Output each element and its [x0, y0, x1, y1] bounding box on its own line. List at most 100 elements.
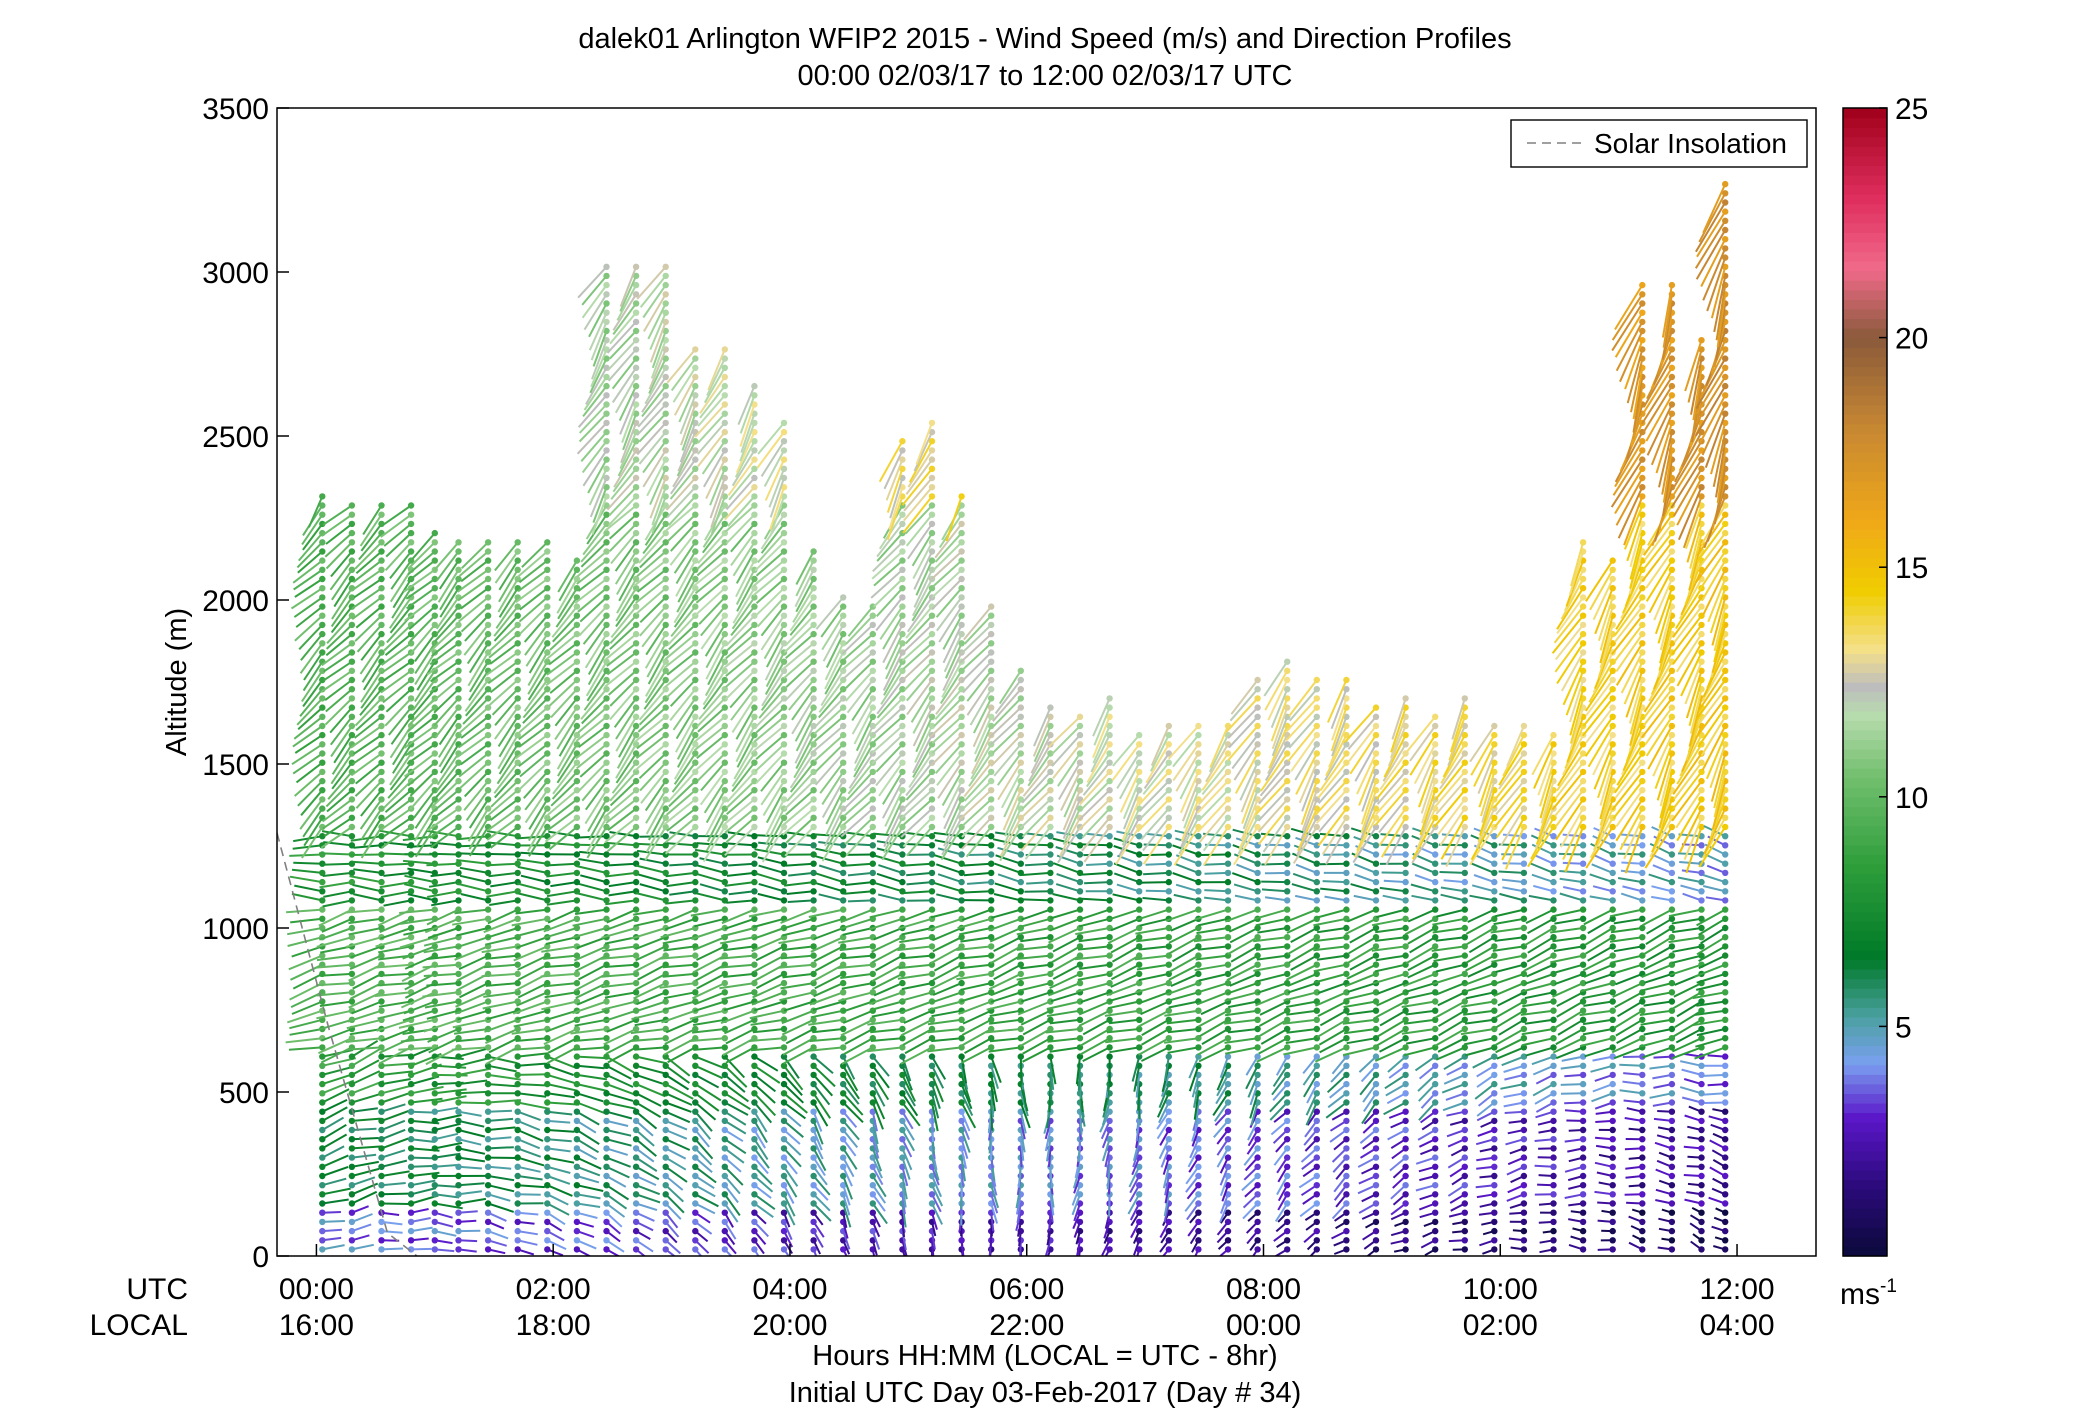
- wind-vector: [430, 798, 460, 821]
- wind-point: [603, 630, 610, 638]
- wind-point: [484, 1090, 492, 1097]
- wind-point: [692, 1154, 699, 1161]
- wind-vector: [753, 1055, 779, 1072]
- wind-vector: [543, 954, 577, 960]
- wind-point: [378, 1053, 385, 1060]
- wind-vector: [576, 559, 608, 585]
- wind-vector: [702, 523, 726, 554]
- wind-vector: [728, 890, 755, 896]
- wind-vector: [411, 1110, 436, 1114]
- wind-vector: [414, 798, 436, 829]
- wind-vector: [607, 339, 637, 371]
- wind-point: [751, 1172, 758, 1180]
- wind-vector: [842, 1120, 860, 1141]
- wind-vector: [458, 706, 489, 734]
- wind-vector: [347, 1009, 382, 1023]
- wind-point: [544, 768, 551, 776]
- wind-point: [514, 1071, 521, 1079]
- wind-point: [928, 860, 936, 867]
- wind-vector: [578, 605, 608, 637]
- wind-vector: [665, 1184, 684, 1203]
- wind-vector: [329, 560, 353, 591]
- wind-point: [810, 1080, 817, 1088]
- wind-point: [662, 539, 669, 546]
- wind-vector: [400, 1037, 435, 1043]
- wind-point: [431, 1227, 438, 1235]
- wind-point: [751, 520, 758, 528]
- wind-vector: [345, 1037, 382, 1043]
- wind-point: [899, 1035, 906, 1042]
- wind-point: [692, 1227, 699, 1235]
- wind-point: [928, 502, 936, 509]
- wind-point: [348, 566, 356, 573]
- wind-point: [662, 704, 669, 711]
- wind-vector: [517, 706, 548, 735]
- wind-point: [431, 787, 438, 794]
- wind-vector: [641, 615, 667, 648]
- wind-point: [319, 621, 326, 629]
- wind-vector: [616, 734, 637, 769]
- wind-vector: [935, 863, 962, 874]
- wind-point: [751, 428, 758, 436]
- wind-point: [751, 1136, 758, 1143]
- wind-vector: [668, 495, 697, 526]
- wind-point: [751, 979, 758, 987]
- wind-point: [319, 924, 326, 932]
- wind-vector: [783, 1092, 808, 1114]
- wind-vector: [404, 874, 436, 884]
- wind-vector: [517, 1239, 538, 1246]
- wind-vector: [557, 587, 578, 620]
- wind-vector: [481, 972, 518, 978]
- wind-vector: [843, 862, 873, 867]
- wind-vector: [458, 596, 489, 623]
- wind-vector: [322, 871, 353, 877]
- wind-point: [348, 539, 356, 546]
- wind-point: [692, 539, 699, 546]
- wind-point: [573, 805, 581, 812]
- wind-point: [632, 1126, 640, 1134]
- wind-point: [573, 869, 581, 877]
- wind-vector: [667, 1046, 696, 1064]
- wind-vector: [748, 1037, 785, 1043]
- wind-point: [1106, 1035, 1113, 1042]
- wind-vector: [750, 1046, 785, 1052]
- wind-point: [662, 860, 669, 867]
- wind-point: [455, 1117, 462, 1125]
- wind-point: [810, 566, 817, 573]
- wind-point: [319, 713, 326, 720]
- wind-vector: [604, 817, 637, 844]
- wind-point: [1195, 1016, 1202, 1023]
- wind-point: [869, 1099, 876, 1106]
- wind-point: [484, 1108, 492, 1115]
- wind-point: [1165, 759, 1173, 766]
- wind-point: [899, 777, 906, 785]
- wind-vector: [488, 1126, 516, 1131]
- wind-vector: [294, 884, 323, 893]
- wind-point: [662, 878, 669, 886]
- wind-vector: [576, 1175, 600, 1184]
- wind-point: [721, 750, 728, 757]
- wind-point: [958, 878, 965, 886]
- wind-vector: [606, 1165, 630, 1179]
- wind-vector: [1080, 991, 1110, 1004]
- wind-vector: [664, 1202, 682, 1220]
- wind-point: [1106, 796, 1113, 803]
- wind-vector: [673, 596, 697, 628]
- wind-vector: [760, 762, 785, 792]
- wind-point: [692, 401, 699, 408]
- wind-vector: [374, 991, 412, 998]
- wind-point: [632, 915, 640, 922]
- wind-point: [544, 695, 551, 702]
- wind-point: [603, 511, 610, 518]
- wind-point: [869, 952, 876, 959]
- wind-vector: [572, 927, 607, 939]
- wind-vector: [430, 789, 460, 815]
- wind-point: [751, 621, 758, 629]
- wind-point: [721, 731, 728, 739]
- wind-vector: [1138, 945, 1169, 951]
- wind-point: [573, 1053, 581, 1060]
- wind-point: [1136, 1035, 1143, 1042]
- wind-vector: [635, 1055, 668, 1065]
- wind-point: [348, 878, 356, 886]
- wind-vector: [871, 1138, 880, 1159]
